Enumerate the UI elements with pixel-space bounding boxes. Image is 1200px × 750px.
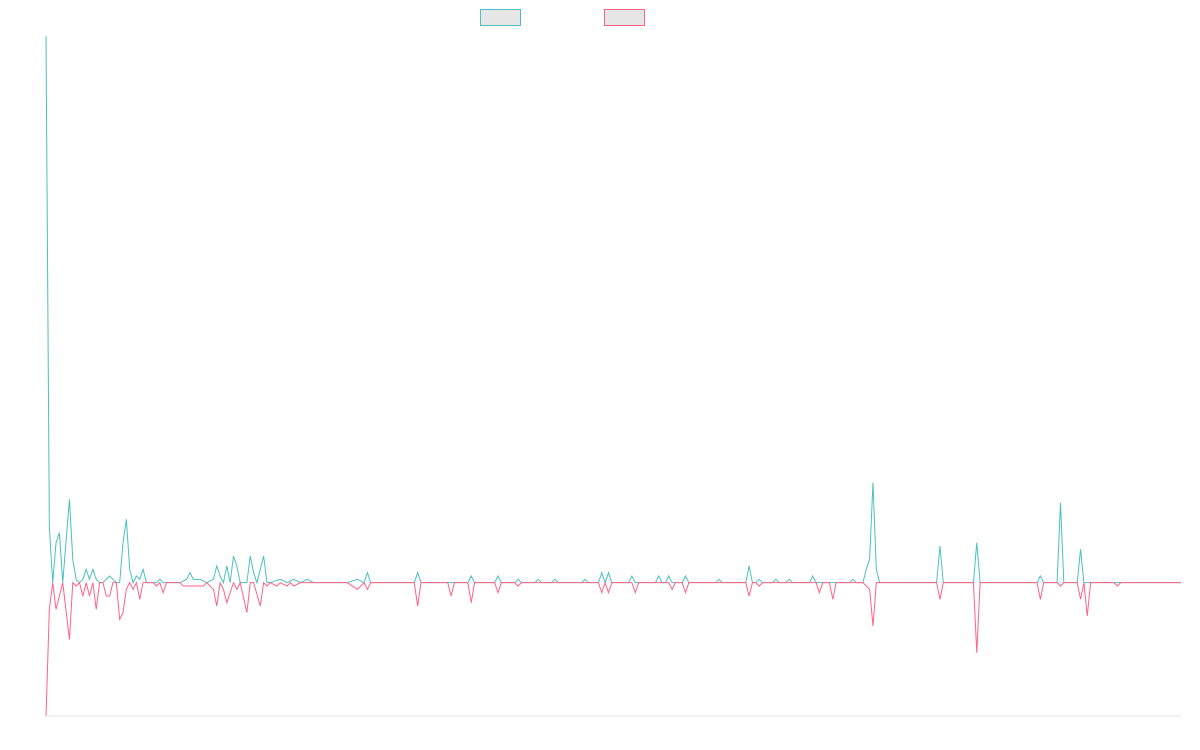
legend-swatch-series-1[interactable] (480, 9, 521, 26)
series-layer (45, 35, 1181, 717)
series-line-1 (45, 35, 1181, 585)
legend (480, 9, 645, 26)
legend-swatch-series-2[interactable] (604, 9, 645, 26)
series-line-2 (45, 581, 1181, 717)
